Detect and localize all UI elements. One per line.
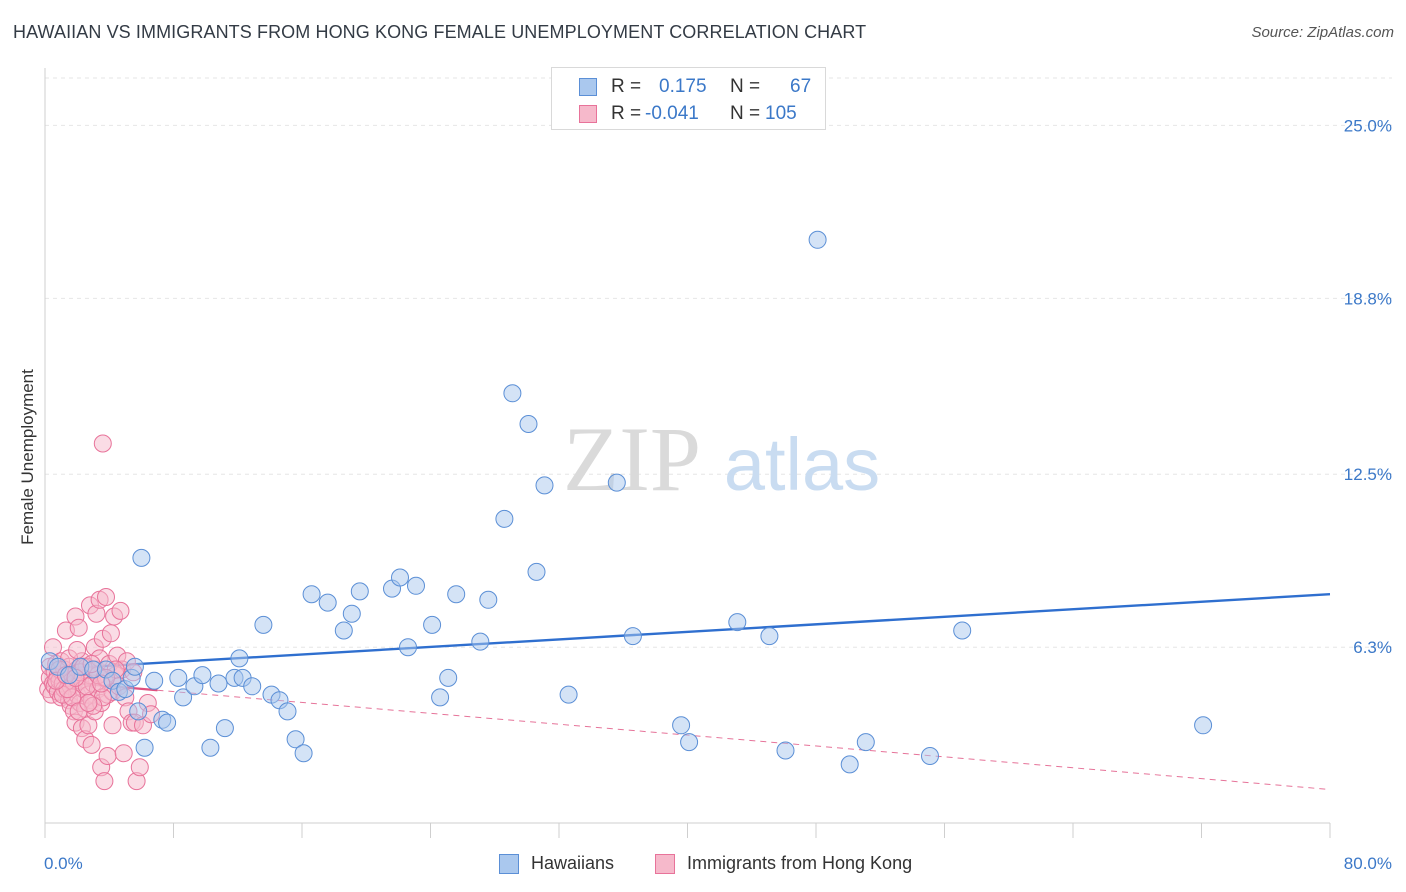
- y-tick-label: 12.5%: [1344, 465, 1392, 484]
- hawaiian-point: [607, 473, 626, 492]
- hawaiian-point: [174, 688, 193, 707]
- hong-kong-point: [97, 588, 115, 606]
- hawaiian-point: [527, 562, 546, 581]
- r-value: 0.175: [659, 76, 707, 97]
- hawaiian-point: [254, 615, 273, 634]
- y-tick-label: 25.0%: [1344, 116, 1392, 135]
- hawaiian-point: [215, 719, 234, 738]
- hawaiian-point: [439, 668, 458, 687]
- hawaiian-point: [243, 677, 262, 696]
- n-label: N =: [730, 103, 761, 124]
- hawaiian-point: [680, 733, 699, 752]
- hawaiian-point: [760, 627, 779, 646]
- y-tick-labels: 6.3% 12.5% 18.8% 25.0%: [1344, 116, 1392, 657]
- hawaiian-point: [953, 621, 972, 640]
- hong-kong-point: [103, 716, 122, 735]
- x-tick-labels: 0.0% 80.0%: [44, 854, 1392, 873]
- hawaiian-point: [129, 702, 148, 721]
- hawaiian-point: [193, 666, 212, 685]
- hawaiian-point: [623, 627, 642, 646]
- legend-label: Hawaiians: [531, 853, 615, 873]
- x-tick-label: 80.0%: [1344, 854, 1392, 873]
- hawaiian-point: [302, 585, 321, 604]
- legend-swatch-pink: [655, 854, 675, 874]
- hong-kong-point: [98, 747, 117, 765]
- hawaiian-point: [230, 649, 249, 668]
- watermark: ZIP atlas: [563, 408, 880, 510]
- hawaiian-point: [169, 668, 188, 687]
- pink-swatch: [579, 105, 597, 123]
- hawaiian-point: [479, 590, 498, 609]
- hawaiian-point: [519, 415, 538, 433]
- hawaiian-point: [921, 747, 939, 765]
- hawaiian-point: [728, 613, 747, 632]
- n-label: N =: [730, 76, 761, 97]
- hong-kong-point: [111, 601, 130, 620]
- x-tick-label: 0.0%: [44, 854, 83, 873]
- hawaiian-point: [145, 671, 164, 690]
- n-value: 67: [790, 76, 812, 97]
- hawaiian-point: [318, 593, 337, 612]
- hawaiian-point: [334, 621, 353, 640]
- hong-kong-point: [101, 624, 120, 643]
- n-value: 105: [765, 103, 797, 124]
- hawaiian-point: [407, 576, 425, 595]
- legend-label: Immigrants from Hong Kong: [687, 853, 913, 873]
- hawaiian-point: [495, 509, 514, 528]
- y-tick-label: 18.8%: [1344, 289, 1392, 308]
- hawaiian-point: [447, 585, 466, 604]
- hawaiian-point: [423, 615, 442, 634]
- hawaiian-point: [135, 738, 154, 757]
- hawaiian-point: [132, 548, 151, 567]
- legend-swatch-blue: [499, 854, 519, 874]
- legend: Hawaiians Immigrants from Hong Kong: [0, 852, 1406, 878]
- hawaiian-point: [342, 604, 361, 623]
- hawaiian-point: [1194, 716, 1213, 735]
- watermark-zip: ZIP: [563, 408, 701, 510]
- hawaiian-point: [431, 688, 450, 707]
- gridlines: [45, 77, 1392, 648]
- hawaiian-point: [471, 632, 490, 651]
- blue-swatch: [579, 78, 597, 96]
- hawaiian-point: [125, 657, 144, 676]
- data-points: [39, 230, 1213, 791]
- hong-kong-trend-line-dashed: [157, 689, 1331, 791]
- hawaiian-point: [776, 741, 795, 760]
- y-tick-label: 6.3%: [1353, 638, 1392, 657]
- hawaiian-point: [201, 738, 220, 757]
- chart-title: HAWAIIAN VS IMMIGRANTS FROM HONG KONG FE…: [13, 22, 867, 42]
- hawaiian-point: [350, 582, 369, 601]
- hong-kong-point: [93, 434, 112, 453]
- hong-kong-point: [95, 772, 114, 791]
- watermark-atlas: atlas: [724, 423, 880, 506]
- hawaiian-point: [856, 733, 875, 752]
- hawaiians-trend-line: [44, 593, 1331, 671]
- hawaiian-point: [672, 716, 691, 735]
- hong-kong-point: [82, 735, 101, 754]
- hawaiian-point: [294, 744, 313, 763]
- correlation-stats-box: R = 0.175 N = 67 R = -0.041 N = 105: [551, 67, 826, 130]
- hawaiian-point: [535, 476, 554, 495]
- hawaiian-point: [559, 685, 578, 704]
- hong-kong-point: [79, 694, 98, 712]
- hawaiian-point: [391, 568, 409, 587]
- hong-kong-point: [68, 641, 87, 659]
- source-credit: Source: ZipAtlas.com: [1251, 24, 1394, 41]
- r-label: R =: [611, 76, 642, 97]
- hong-kong-point: [114, 744, 133, 763]
- hawaiian-point: [399, 638, 417, 657]
- hawaiian-point: [158, 713, 177, 732]
- hawaiian-point: [278, 702, 297, 721]
- hawaiian-point: [209, 674, 228, 693]
- trend-lines: [44, 593, 1331, 791]
- hong-kong-point: [69, 618, 88, 637]
- hawaiian-point: [286, 730, 305, 749]
- r-label: R =: [611, 103, 642, 124]
- r-value: -0.041: [645, 103, 699, 124]
- hawaiian-point: [840, 755, 859, 774]
- hawaiian-point: [808, 230, 827, 249]
- hong-kong-point: [130, 758, 149, 777]
- hawaiian-point: [503, 384, 522, 403]
